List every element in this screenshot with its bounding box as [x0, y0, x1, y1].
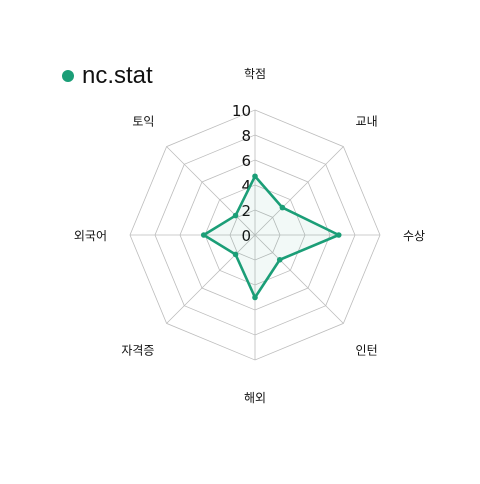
- radial-tick-label: 0: [241, 227, 251, 245]
- data-point: [335, 232, 342, 238]
- axis-label: 외국어: [74, 229, 107, 243]
- grid-spoke: [254, 234, 344, 324]
- axis-label: 수상: [403, 229, 425, 243]
- legend: nc.stat: [62, 64, 153, 88]
- axis-label: 교내: [356, 114, 378, 128]
- axis-label: 자격증: [121, 344, 154, 358]
- axis-label: 학점: [244, 67, 266, 81]
- grid-spoke: [166, 146, 256, 236]
- radial-tick-label: 4: [241, 177, 251, 195]
- grid-spoke: [254, 146, 344, 236]
- radial-tick-label: 8: [241, 127, 251, 145]
- radial-tick-label: 6: [241, 152, 251, 170]
- axis-label: 해외: [244, 391, 266, 405]
- data-point: [252, 294, 258, 301]
- axis-label: 토익: [132, 114, 154, 128]
- data-point: [232, 212, 239, 219]
- data-point: [276, 256, 283, 263]
- data-point: [252, 173, 258, 180]
- radial-tick-label: 10: [232, 102, 251, 120]
- legend-label: nc.stat: [82, 62, 153, 89]
- series-line: [202, 174, 341, 299]
- data-point: [232, 251, 239, 258]
- data-point: [279, 204, 286, 211]
- grid-spoke: [166, 234, 256, 324]
- data-point: [200, 232, 207, 238]
- radial-tick-label: 2: [241, 202, 251, 220]
- axis-label: 인턴: [356, 344, 378, 358]
- legend-marker: [62, 70, 74, 82]
